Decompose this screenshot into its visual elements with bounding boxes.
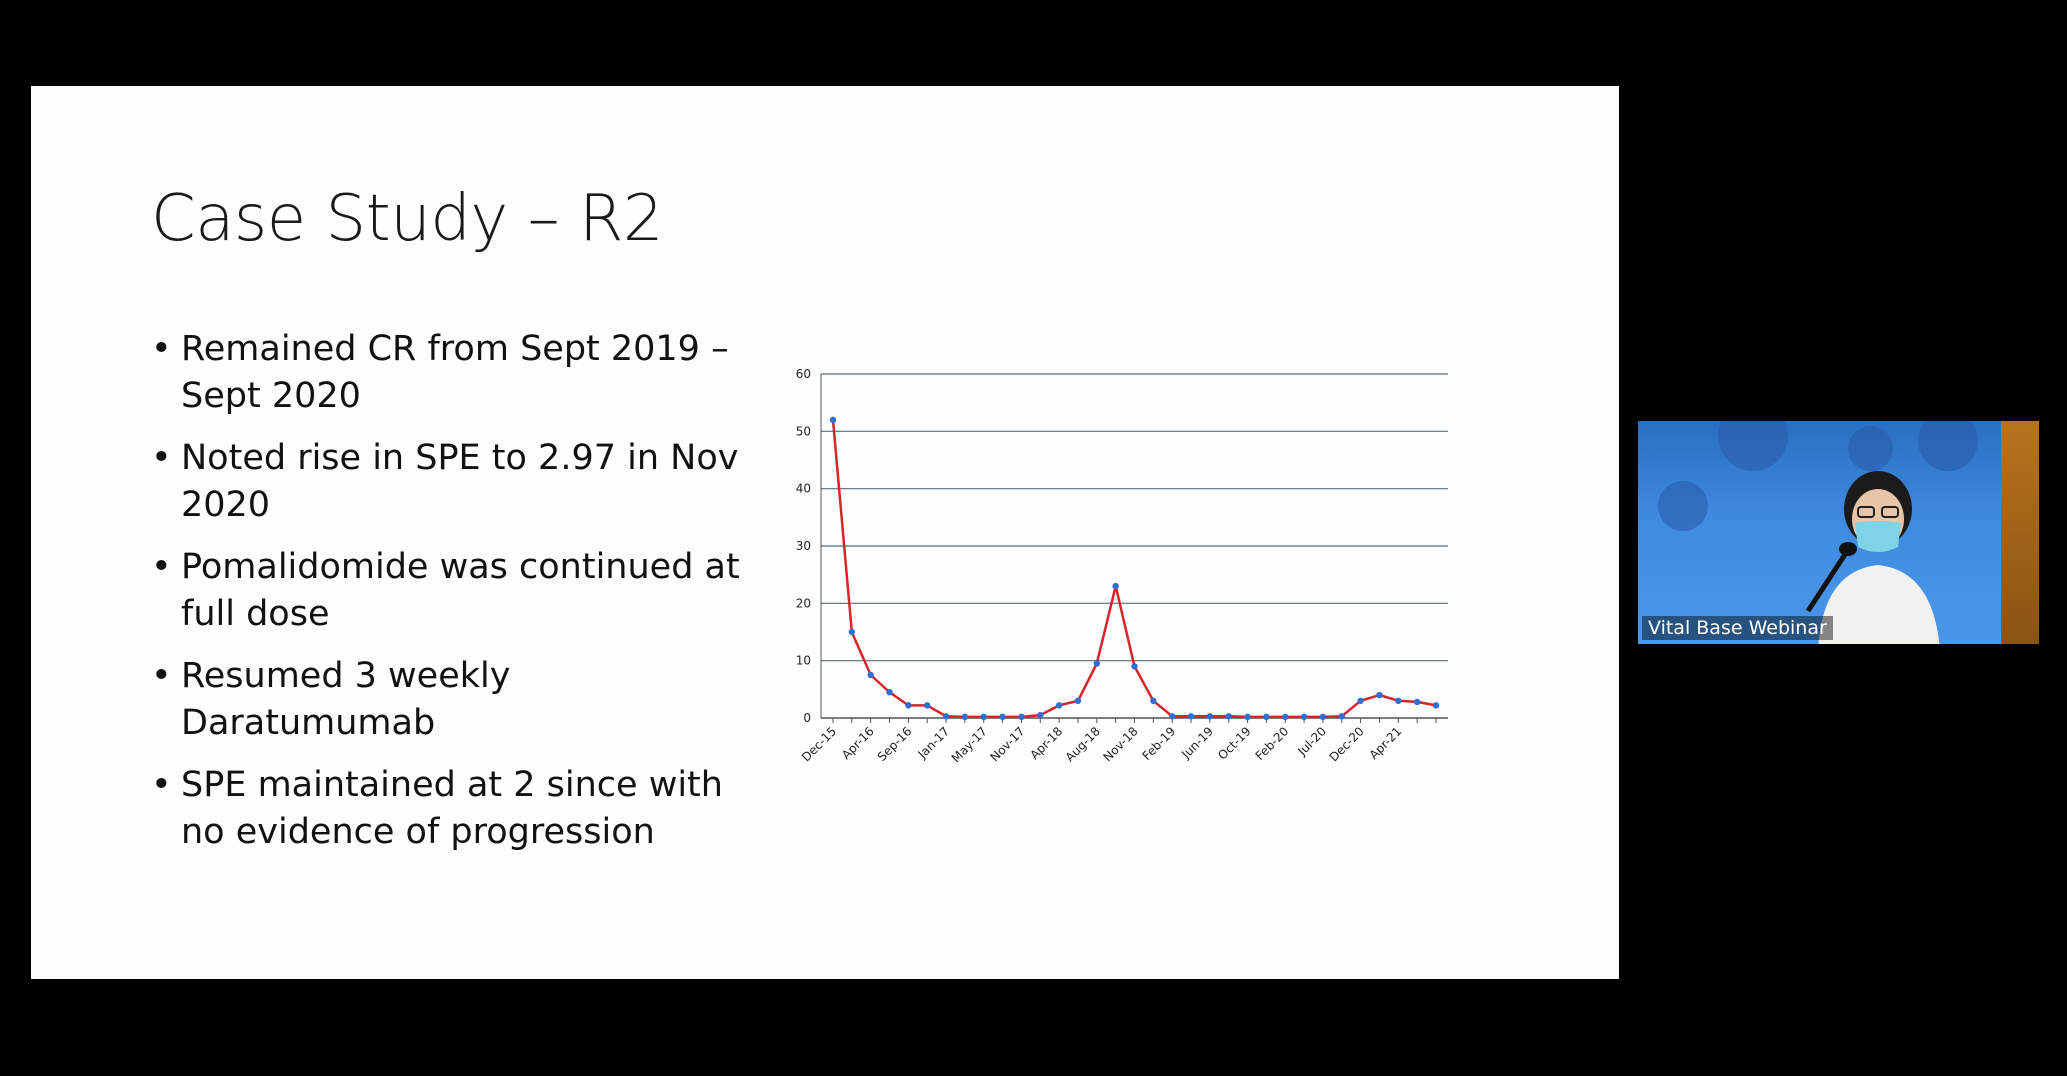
bullet-item: Pomalidomide was continued at full dose [151, 544, 761, 638]
x-tick-label: Oct-19 [1215, 724, 1253, 762]
background-bubble [1848, 426, 1893, 471]
presentation-slide: Case Study – R2 Remained CR from Sept 20… [31, 86, 1619, 979]
slide-title: Case Study – R2 [151, 182, 664, 256]
data-point [1074, 697, 1082, 704]
y-tick-label: 30 [796, 539, 811, 553]
bullet-list: Remained CR from Sept 2019 – Sept 2020 N… [151, 326, 761, 871]
y-tick-label: 20 [796, 596, 811, 610]
data-point [1112, 582, 1119, 590]
video-caption: Vital Base Webinar [1642, 616, 1833, 640]
data-point [1244, 713, 1251, 721]
x-tick-label: Jan-17 [915, 724, 953, 762]
y-tick-label: 10 [796, 654, 811, 668]
data-point [1432, 702, 1440, 709]
data-point [961, 713, 969, 721]
data-point [905, 702, 912, 709]
data-point [924, 702, 931, 709]
data-point [1376, 691, 1383, 699]
data-point [1282, 713, 1289, 721]
x-tick-label: Aug-18 [1063, 724, 1103, 764]
x-tick-label: Nov-17 [987, 724, 1027, 764]
data-point [980, 713, 987, 721]
data-point [829, 416, 837, 424]
data-point [1319, 713, 1327, 721]
data-point [1131, 663, 1138, 670]
background-bubble [1918, 421, 1978, 471]
data-point [886, 689, 893, 696]
data-point [848, 628, 856, 636]
data-point [1338, 713, 1345, 720]
bullet-item: SPE maintained at 2 since with no eviden… [151, 762, 761, 856]
data-point [1055, 702, 1063, 709]
x-tick-label: Jun-19 [1178, 724, 1216, 762]
x-tick-label: Dec-15 [799, 724, 839, 764]
data-point [1037, 711, 1044, 719]
data-point [1357, 697, 1364, 704]
data-point [1093, 660, 1101, 667]
presenter-video[interactable]: Vital Base Webinar [1638, 421, 2039, 644]
series-line [831, 419, 1437, 719]
data-point [1413, 698, 1421, 706]
data-point [1225, 713, 1232, 720]
data-point [1300, 713, 1308, 721]
data-point [1206, 713, 1214, 720]
data-point [942, 713, 950, 720]
data-point [1187, 713, 1195, 720]
data-point [999, 713, 1006, 721]
wooden-panel [2001, 421, 2039, 644]
y-tick-label: 40 [796, 482, 811, 496]
y-tick-label: 50 [796, 424, 811, 438]
data-point [1018, 713, 1025, 721]
data-point [1263, 713, 1270, 721]
data-point [1150, 697, 1157, 704]
bullet-item: Remained CR from Sept 2019 – Sept 2020 [151, 326, 761, 420]
y-tick-label: 60 [796, 367, 811, 381]
data-point [1168, 713, 1176, 720]
x-tick-label: Apr-16 [839, 724, 877, 762]
x-tick-label: May-17 [949, 724, 990, 765]
x-tick-label: Feb-20 [1253, 724, 1292, 763]
data-point [1395, 697, 1402, 704]
presenter-figure [1805, 471, 1940, 644]
bullet-item: Resumed 3 weekly Daratumumab [151, 653, 761, 747]
x-tick-label: Sep-16 [875, 724, 915, 764]
data-point [867, 671, 874, 679]
x-tick-label: Apr-18 [1027, 724, 1065, 762]
x-tick-label: Dec-20 [1327, 724, 1367, 764]
bullet-item: Noted rise in SPE to 2.97 in Nov 2020 [151, 435, 761, 529]
background-bubble [1718, 421, 1788, 471]
y-tick-label: 0 [803, 711, 811, 725]
x-tick-label: Apr-21 [1367, 724, 1405, 762]
x-tick-label: Nov-18 [1101, 724, 1141, 764]
x-tick-label: Feb-19 [1140, 724, 1179, 763]
background-bubble [1658, 481, 1708, 531]
x-tick-label: Jul-20 [1294, 724, 1329, 759]
